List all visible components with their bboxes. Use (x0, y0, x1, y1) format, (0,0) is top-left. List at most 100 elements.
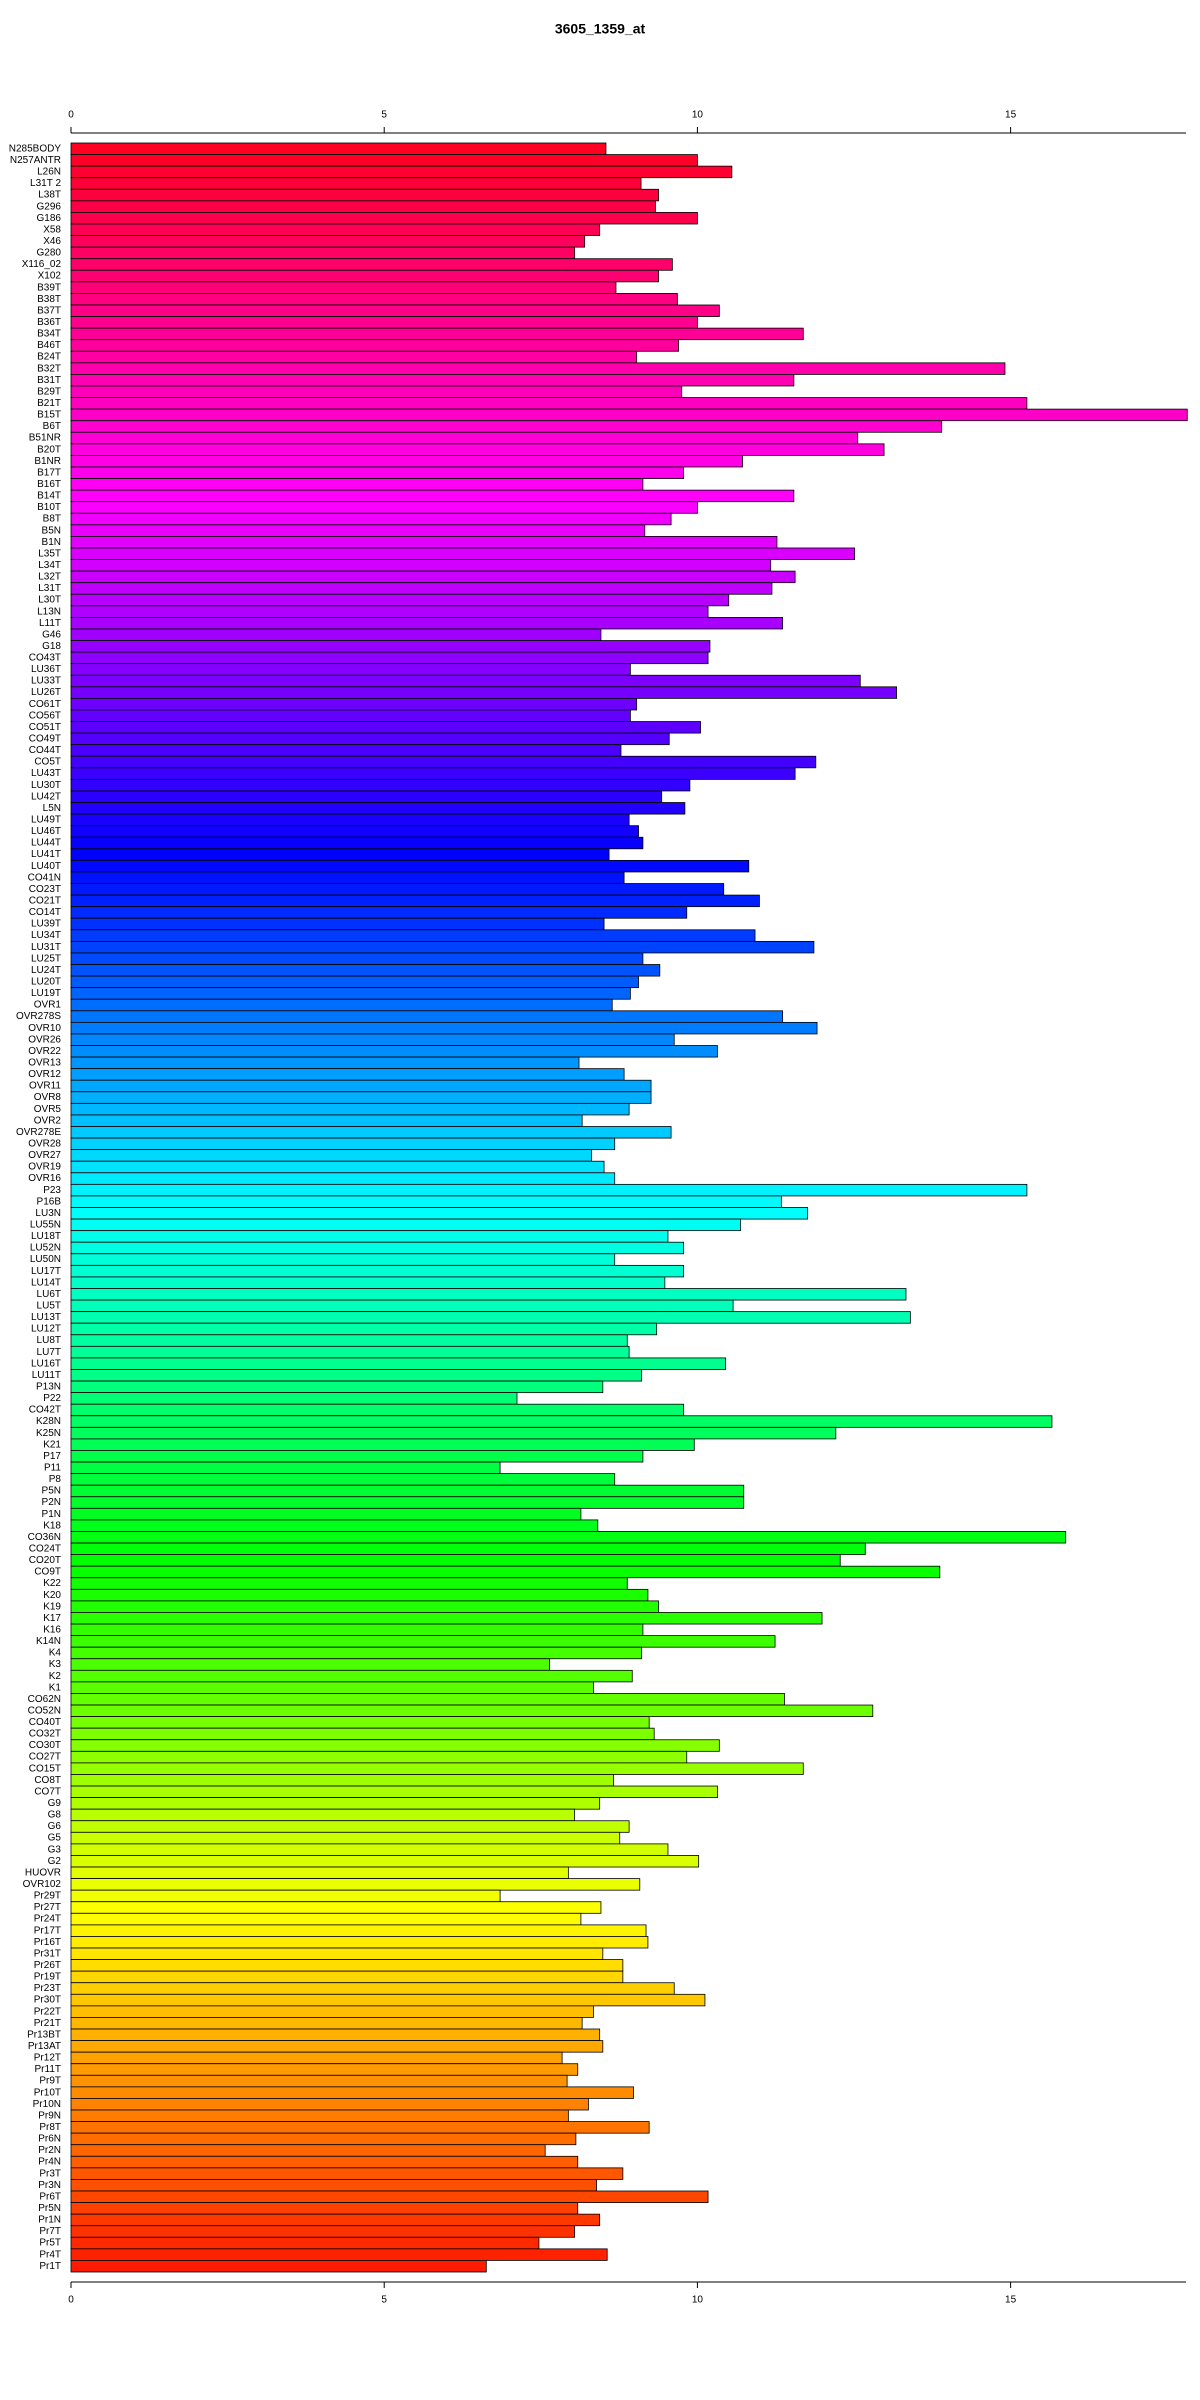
y-tick-label: K28N (36, 1416, 61, 1427)
bar (70, 952, 644, 965)
y-tick-label: LU33T (31, 676, 61, 687)
bar (70, 2098, 589, 2111)
y-tick-label: P5N (42, 1486, 61, 1497)
y-tick-label: LU36T (31, 664, 61, 675)
bar (70, 1531, 1067, 1544)
bar (70, 1114, 583, 1127)
y-tick-label: CO8T (34, 1775, 61, 1786)
y-tick-label: CO7T (34, 1786, 61, 1797)
bar (70, 1311, 911, 1324)
y-tick-label: K1 (49, 1682, 62, 1693)
bar (70, 1426, 837, 1440)
bar (70, 2248, 608, 2261)
bar (70, 2121, 650, 2134)
bar (70, 1739, 720, 1752)
bar (70, 1126, 672, 1139)
y-tick-label: OVR11 (29, 1081, 61, 1092)
y-tick-label: B10T (37, 502, 61, 513)
y-tick-label: B6T (43, 421, 61, 432)
y-tick-label: K14N (36, 1636, 61, 1647)
y-tick-label: P13N (36, 1381, 61, 1392)
y-tick-label: HUOVR (25, 1867, 61, 1878)
bar (70, 1149, 592, 1162)
y-tick-label: LU24T (31, 965, 61, 976)
bar (70, 2017, 583, 2030)
bar (70, 1369, 643, 1382)
y-tick-label: Pr22T (34, 2006, 61, 2017)
bar (70, 883, 725, 896)
bar (70, 802, 686, 815)
bar (70, 605, 709, 618)
bar (70, 165, 733, 179)
y-tick-label: CO56T (29, 710, 61, 721)
bar (70, 501, 698, 514)
bar (70, 1820, 630, 1833)
y-tick-label: CO5T (34, 757, 61, 768)
y-tick-label: Pr2N (38, 2145, 61, 2156)
bar (70, 1345, 630, 1359)
y-tick-label: Pr1T (39, 2261, 61, 2272)
y-tick-label: B1N (42, 537, 61, 548)
bar (70, 1230, 669, 1243)
bar (70, 871, 625, 884)
y-tick-label: Pr4T (39, 2249, 61, 2260)
y-tick-label: Pr21T (34, 2018, 61, 2029)
bar (70, 1623, 644, 1637)
y-tick-label: Pr5T (39, 2238, 61, 2249)
bar (70, 455, 743, 468)
y-tick-label: OVR16 (28, 1173, 61, 1184)
bar (70, 512, 672, 526)
bar (70, 304, 720, 317)
x-tick-label: 0 (68, 2295, 74, 2306)
bar (70, 1855, 700, 1868)
y-tick-label: B21T (37, 398, 61, 409)
y-tick-label: LU3N (35, 1208, 61, 1219)
y-tick-label: G46 (42, 629, 61, 640)
y-tick-label: K2 (49, 1671, 62, 1682)
bar (70, 188, 659, 202)
y-tick-label: Pr16T (34, 1937, 61, 1948)
bar (70, 767, 796, 780)
bar (70, 1565, 941, 1579)
y-tick-label: K3 (49, 1659, 62, 1670)
bar (70, 2179, 597, 2192)
y-tick-label: Pr6T (39, 2191, 61, 2202)
y-tick-label: B16T (37, 479, 61, 490)
bar (70, 836, 644, 850)
x-tick-label: 0 (68, 110, 74, 121)
bar (70, 223, 601, 236)
bar (70, 593, 730, 607)
bar (70, 2167, 624, 2180)
y-tick-label: Pr6N (38, 2134, 61, 2145)
bar (70, 1334, 628, 1347)
y-tick-label: K16 (43, 1624, 61, 1635)
y-tick-label: Pr3N (38, 2180, 61, 2191)
y-tick-label: G18 (42, 641, 61, 652)
bar (70, 489, 795, 503)
bar (70, 1669, 633, 1683)
bar (70, 1843, 669, 1856)
y-tick-label: X46 (43, 236, 61, 247)
y-tick-label: G2 (48, 1856, 62, 1867)
bar (70, 1924, 647, 1937)
x-tick-label: 5 (381, 110, 387, 121)
bar (70, 1716, 650, 1729)
y-tick-label: G3 (48, 1844, 62, 1855)
bar (70, 1635, 776, 1648)
bar (70, 917, 605, 931)
y-tick-label: Pr4N (38, 2157, 61, 2168)
y-tick-label: G296 (37, 201, 62, 212)
y-tick-label: LU14T (31, 1277, 61, 1288)
y-tick-label: L11T (39, 618, 61, 629)
y-tick-label: B1NR (34, 456, 61, 467)
y-tick-label: B34T (37, 329, 61, 340)
y-tick-label: B15T (37, 410, 61, 421)
bar (70, 258, 673, 271)
y-tick-label: G8 (48, 1810, 62, 1821)
y-tick-label: Pr3T (39, 2168, 61, 2179)
bar (70, 663, 631, 676)
bar (70, 2155, 579, 2169)
bar (70, 1982, 675, 1995)
y-tick-label: LU55N (30, 1219, 61, 1230)
bar (70, 2040, 604, 2053)
